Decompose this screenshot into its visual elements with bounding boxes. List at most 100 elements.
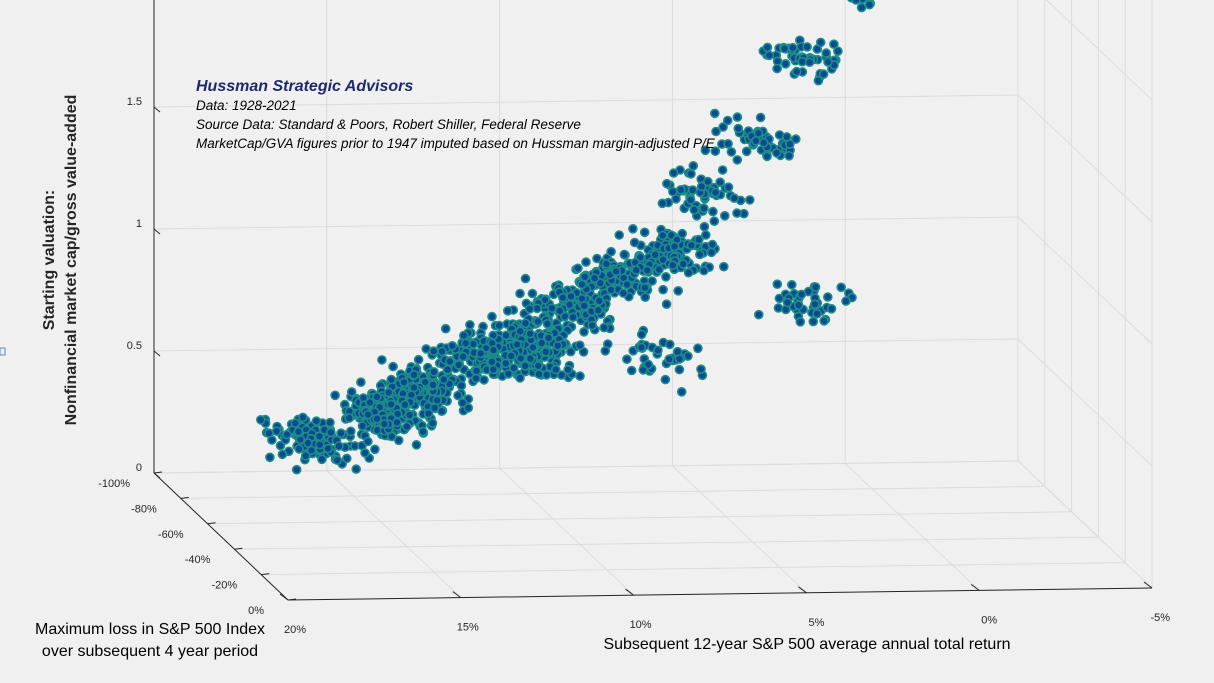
data-point <box>660 374 671 385</box>
x-tick-label: 15% <box>457 622 479 634</box>
floor-gridline-depth <box>499 467 634 596</box>
data-point <box>829 39 839 50</box>
data-point <box>581 257 591 267</box>
data-point <box>563 364 573 375</box>
data-point <box>669 241 680 252</box>
data-point <box>363 409 373 420</box>
annotation-title: Hussman Strategic Advisors <box>196 78 413 95</box>
data-point <box>534 369 544 379</box>
data-point <box>503 369 514 379</box>
data-point <box>851 0 861 5</box>
data-point <box>796 289 807 300</box>
data-point <box>818 69 829 79</box>
data-point <box>723 139 733 149</box>
x-tick-label: 10% <box>630 619 652 631</box>
data-point <box>790 134 801 144</box>
data-point <box>317 454 327 465</box>
data-point <box>726 147 737 157</box>
data-point <box>657 198 668 209</box>
data-point <box>628 224 638 234</box>
data-point <box>791 66 802 77</box>
x-tick-mark <box>970 584 980 591</box>
data-point <box>711 126 721 137</box>
data-point <box>664 339 675 350</box>
data-point <box>732 112 743 122</box>
data-point <box>379 419 390 429</box>
side-wall-gridline <box>1017 338 1153 467</box>
data-point <box>525 328 535 339</box>
data-point <box>662 178 672 189</box>
data-point <box>729 193 740 203</box>
floor-gridline-width <box>261 562 1126 576</box>
data-point <box>515 326 526 337</box>
y-tick-label: 0% <box>248 605 264 617</box>
data-point <box>686 169 696 179</box>
data-point <box>552 340 563 351</box>
data-point <box>685 195 696 205</box>
data-point <box>793 300 804 311</box>
data-point <box>515 288 525 299</box>
data-point <box>772 279 783 290</box>
data-point <box>543 333 554 343</box>
data-point <box>345 426 356 437</box>
z-axis-title-line-1: Starting valuation: <box>41 190 58 330</box>
data-point <box>594 295 605 306</box>
data-point <box>293 426 304 437</box>
z-tick-label: 0.5 <box>127 340 142 352</box>
data-point <box>399 377 409 388</box>
data-point <box>658 284 668 295</box>
data-point <box>822 292 833 302</box>
x-tick-mark <box>1143 581 1153 589</box>
floor-gridline-depth <box>672 465 807 594</box>
data-point <box>673 285 684 296</box>
data-point <box>708 206 718 217</box>
y-axis-title-line-2: over subsequent 4 year period <box>42 643 258 660</box>
data-point <box>667 260 678 271</box>
data-point <box>744 195 755 205</box>
data-point <box>718 261 729 272</box>
annotation-line-1: Data: 1928-2021 <box>196 98 297 113</box>
x-tick-mark <box>452 591 462 598</box>
data-point <box>508 363 519 373</box>
data-point <box>298 412 308 423</box>
data-point <box>758 137 769 148</box>
data-point <box>533 316 543 327</box>
data-point <box>386 399 396 410</box>
data-point <box>836 282 847 293</box>
x-tick-mark <box>798 586 807 594</box>
data-point <box>696 364 706 375</box>
data-point <box>808 316 819 327</box>
data-point <box>815 37 826 48</box>
y-tick-label: -80% <box>131 503 157 515</box>
data-point <box>330 390 340 401</box>
data-point <box>710 187 721 198</box>
data-point <box>579 300 590 311</box>
data-point <box>386 374 397 385</box>
data-point <box>453 360 464 370</box>
data-point <box>377 355 387 365</box>
data-point <box>751 136 761 146</box>
data-point <box>423 408 434 419</box>
data-point <box>502 305 513 316</box>
data-point <box>833 46 843 57</box>
side-wall-gridline <box>1017 216 1153 345</box>
data-point <box>277 449 288 460</box>
data-point <box>589 273 600 284</box>
data-point <box>487 356 497 367</box>
figure-handle-marker[interactable] <box>0 347 6 356</box>
data-point <box>334 441 344 451</box>
data-point <box>577 279 587 290</box>
data-point <box>626 365 637 376</box>
floor-gridline-width <box>153 460 1019 474</box>
y-axis-line <box>153 472 289 601</box>
data-point <box>755 112 766 123</box>
z-tick-label: 0 <box>136 462 142 474</box>
data-point <box>547 303 557 314</box>
data-point <box>488 345 499 355</box>
data-point <box>710 146 721 156</box>
data-point <box>809 299 820 310</box>
data-point <box>732 155 743 165</box>
chart-annotation: Hussman Strategic Advisors Data: 1928-20… <box>196 78 716 151</box>
data-point <box>786 279 797 290</box>
y-tick-mark <box>287 598 297 601</box>
